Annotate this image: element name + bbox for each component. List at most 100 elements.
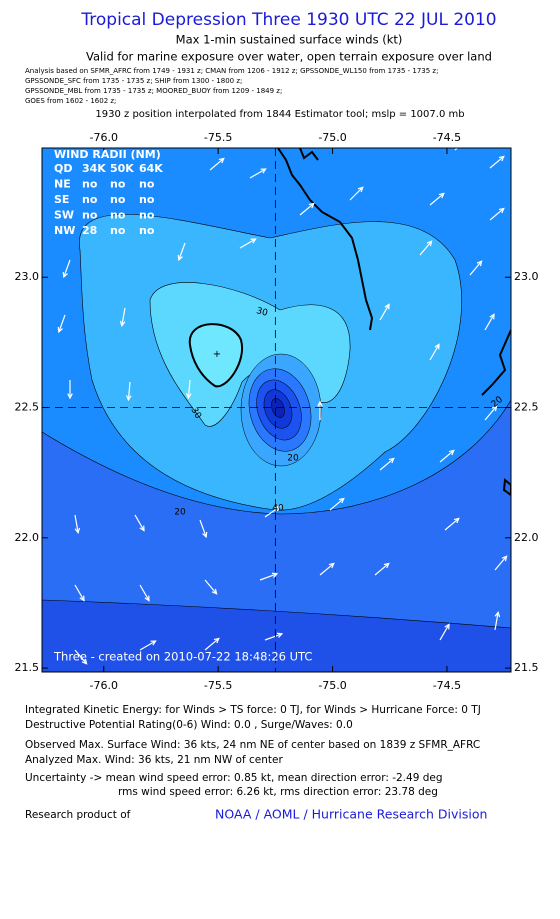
- x-tick-label: -75.5: [204, 131, 232, 144]
- wind-arrow-head: [62, 271, 68, 279]
- wind-arrow-head: [383, 562, 390, 569]
- radii-cell: no: [139, 178, 155, 191]
- radii-cell: NE: [54, 178, 71, 191]
- wind-arrow-head: [426, 240, 433, 247]
- contour-label: 30: [255, 306, 269, 319]
- wind-arrow: [264, 633, 283, 641]
- wind-arrow: [204, 579, 218, 595]
- wind-arrow: [374, 562, 390, 576]
- wind-arrow: [134, 514, 145, 531]
- radii-cell: no: [110, 224, 126, 237]
- coastline: [299, 148, 319, 161]
- radii-cell: 28: [82, 224, 97, 237]
- contour: [271, 398, 285, 418]
- y-tick-label: 23.0: [15, 270, 40, 283]
- wind-arrow: [139, 584, 150, 601]
- wind-arrow: [74, 584, 85, 601]
- y-tick-label: 23.0: [514, 270, 539, 283]
- wind-arrow: [429, 344, 440, 361]
- x-tick-label: -75.5: [204, 679, 232, 692]
- contour-label: 20: [287, 454, 299, 464]
- wind-arrow: [58, 314, 66, 333]
- wind-arrow: [139, 640, 156, 651]
- wind-arrow: [379, 304, 390, 321]
- x-tick-label: -76.0: [90, 131, 118, 144]
- wind-arrow-head: [501, 555, 508, 562]
- radii-cell: NW: [54, 224, 75, 237]
- wind-arrow: [494, 555, 508, 571]
- wind-arrow-head: [444, 623, 450, 630]
- x-tick-label: -76.0: [90, 679, 118, 692]
- wind-arrow: [379, 457, 395, 471]
- radii-cell: no: [110, 178, 126, 191]
- wind-arrow: [494, 612, 499, 631]
- wind-arrow: [439, 449, 455, 463]
- radii-cell: SE: [54, 193, 69, 206]
- x-tick-label: -74.5: [433, 679, 461, 692]
- wind-arrow: [204, 637, 220, 651]
- wind-arrow-head: [453, 517, 460, 524]
- field-band: [42, 399, 511, 672]
- wind-arrow-head: [150, 640, 157, 646]
- footer-line: Destructive Potential Rating(0-6) Wind: …: [25, 719, 353, 731]
- source-line: GPSSONDE_SFC from 1735 - 1735 z; SHIP fr…: [25, 77, 242, 85]
- wind-arrow-head: [328, 562, 335, 569]
- wind-arrow-head: [57, 326, 63, 334]
- wind-arrow-head: [308, 202, 315, 209]
- wind-arrow: [329, 497, 345, 511]
- wind-arrow: [127, 381, 131, 400]
- wind-arrow: [349, 186, 364, 201]
- radii-cell: QD: [54, 162, 72, 175]
- radii-cell: 64K: [139, 162, 163, 175]
- y-tick-label: 21.5: [15, 661, 40, 674]
- wind-arrow: [74, 514, 79, 533]
- radii-cell: no: [139, 193, 155, 206]
- organization[interactable]: NOAA / AOML / Hurricane Research Divisio…: [215, 807, 487, 822]
- coastline: [277, 148, 374, 331]
- wind-arrow-head: [144, 595, 150, 602]
- footer-line: Uncertainty -> mean wind speed error: 0.…: [25, 772, 443, 784]
- wind-arrow-head: [119, 320, 126, 328]
- wind-arrow-head: [317, 400, 323, 407]
- wind-arrow-head: [126, 395, 132, 402]
- wind-arrow: [209, 157, 225, 171]
- axes: -76.0 -76.0 -75.5 -75.5 -75.0 -75.0 -74.5 -74.5…: [15, 131, 539, 692]
- wind-arrow: [444, 517, 460, 531]
- map-field: +: [42, 138, 511, 672]
- wind-arrow: [419, 240, 433, 256]
- source-line: GOES from 1602 - 1602 z;: [25, 97, 116, 105]
- radii-cell: no: [110, 193, 126, 206]
- radii-cell: no: [139, 224, 155, 237]
- wind-arrow: [439, 624, 450, 641]
- wind-arrow-head: [464, 138, 469, 143]
- y-tick-label: 22.0: [514, 531, 539, 544]
- wind-arrow: [469, 260, 483, 276]
- wind-arrow-head: [260, 168, 267, 174]
- contour-label: 40: [272, 504, 284, 514]
- wind-arrow-head: [438, 192, 445, 199]
- wind-arrow: [249, 168, 266, 179]
- wind-arrow: [74, 649, 88, 665]
- y-tick-label: 22.0: [15, 531, 40, 544]
- credit: Three - created on 2010-07-22 18:48:26 U…: [53, 650, 312, 664]
- wind-arrow: [489, 155, 505, 169]
- source-line: GPSSONDE_MBL from 1735 - 1735 z; MOORED_…: [25, 87, 282, 95]
- radii-cell: no: [82, 193, 98, 206]
- wind-arrow: [319, 562, 335, 576]
- wind-arrow-head: [211, 588, 218, 595]
- footer-line: Observed Max. Surface Wind: 36 kts, 24 n…: [25, 739, 480, 751]
- wind-arrow-head: [476, 260, 483, 267]
- wind-arrow-head: [271, 572, 279, 578]
- footer-line: Analyzed Max. Wind: 36 kts, 21 nm NW of …: [25, 754, 283, 766]
- subtitle: Max 1-min sustained surface winds (kt): [176, 33, 403, 47]
- contour: [188, 323, 244, 388]
- y-tick-label: 22.5: [514, 401, 539, 414]
- source-line: Analysis based on SFMR_AFRC from 1749 - …: [25, 67, 438, 75]
- wind-arrow: [187, 379, 191, 398]
- wind-arrow: [239, 238, 256, 249]
- wind-arrow: [299, 202, 315, 216]
- wind-arrow-head: [491, 405, 498, 412]
- coastline: [481, 329, 511, 396]
- contour-label: 20: [174, 508, 186, 518]
